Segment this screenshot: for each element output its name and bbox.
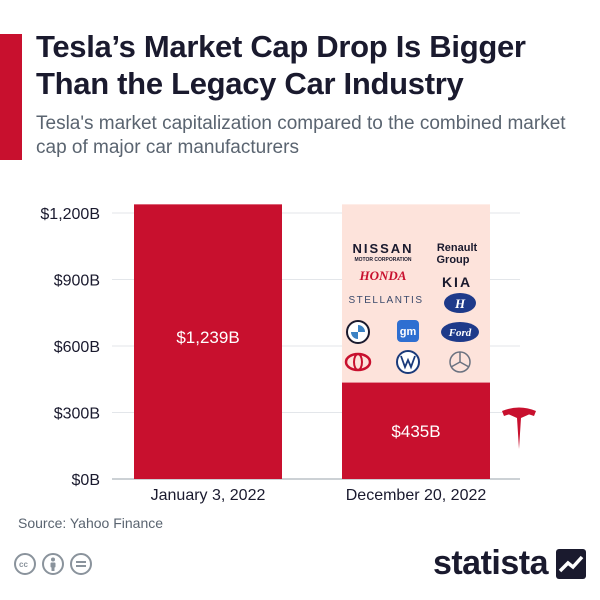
statista-logo-icon [556,548,586,579]
bar [134,204,282,480]
svg-text:cc: cc [19,560,28,569]
renault-logo: Group [437,254,470,266]
chart-subtitle: Tesla's market capitalization compared t… [36,113,566,158]
mercedes-logo-star [450,352,470,368]
title-accent-bar [0,34,22,160]
chart-title: Tesla’s Market Cap Drop Is Bigger Than t… [36,29,526,101]
license-icons: cc [14,553,92,575]
stellantis-logo: STELLANTIS [348,295,423,306]
nissan-logo-sub: MOTOR CORPORATION [354,257,411,263]
by-icon[interactable] [42,553,64,575]
x-tick-label: December 20, 2022 [346,487,487,504]
bar-value-label: $1,239B [176,328,239,347]
nissan-logo: NISSAN [352,241,413,256]
toyota-logo-inner [353,353,363,371]
bmw-logo-quadrants [351,325,365,339]
tesla-logo-icon [502,407,536,449]
kia-logo: KIA [442,274,472,290]
source-note: Source: Yahoo Finance [18,515,164,531]
ford-logo-label: Ford [448,327,472,339]
honda-logo: HONDA [359,268,407,283]
bar [342,382,490,479]
statista-wordmark: statista [432,544,549,582]
bar-value-label: $435B [391,422,440,441]
gm-logo-label: gm [400,326,417,338]
cc-icon[interactable]: cc [14,553,36,575]
y-tick-label: $1,200B [40,206,100,223]
y-tick-label: $0B [72,472,100,489]
y-tick-label: $600B [54,339,100,356]
ford-logo [441,322,479,342]
y-tick-label: $900B [54,273,100,290]
hyundai-logo-letter: H [454,296,466,311]
x-tick-label: January 3, 2022 [151,487,266,504]
gm-logo [397,320,419,342]
bar-chart: $0B $300B $600B $900B $1,200B $1,239B January … [40,204,520,504]
nd-icon[interactable] [70,553,92,575]
hyundai-logo [444,293,476,313]
statista-brand[interactable]: statista [433,544,586,583]
y-tick-label: $300B [54,406,100,423]
renault-logo: Renault [437,242,478,254]
volkswagen-logo-mark [400,355,416,370]
